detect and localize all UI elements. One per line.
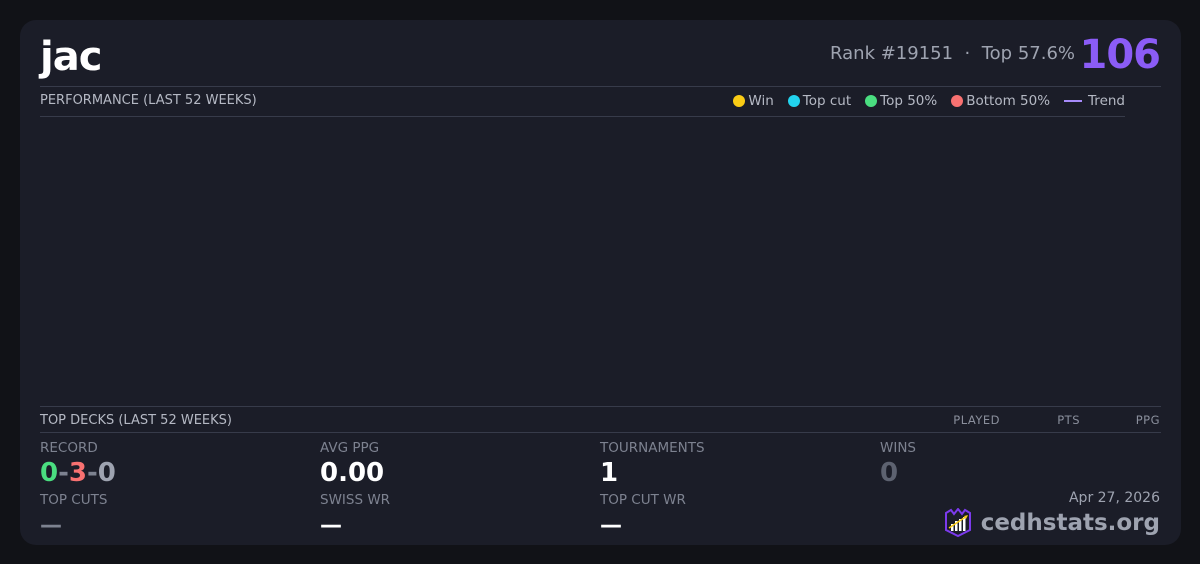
record-label: RECORD [40, 440, 98, 456]
legend-label: Trend [1088, 93, 1125, 109]
legend-label: Top cut [802, 93, 852, 109]
bottom-50-dot-icon [951, 95, 964, 107]
top-50-dot-icon [865, 95, 878, 107]
player-card: jac Rank #19151 · Top 57.6% 106 PERFORMA… [20, 20, 1181, 545]
divider [40, 116, 1125, 117]
tournaments-label: TOURNAMENTS [600, 440, 705, 456]
rank: Rank #19151 [830, 43, 954, 64]
divider [40, 86, 1161, 87]
player-name: jac [40, 34, 102, 80]
record-losses: 3 [68, 458, 87, 488]
player-score: 106 [1079, 32, 1161, 78]
top-cut-dot-icon [787, 95, 800, 107]
divider [40, 432, 1161, 433]
column-pts: PTS [1057, 413, 1080, 427]
column-ppg: PPG [1135, 413, 1160, 427]
record-draws: 0 [97, 458, 116, 488]
avg-ppg-value: 0.00 [320, 458, 385, 488]
top-cuts-value: — [40, 513, 62, 538]
wins-value: 0 [880, 458, 899, 488]
legend-win: Win [733, 93, 774, 109]
tournaments-value: 1 [600, 458, 619, 488]
legend-top-cut: Top cut [787, 93, 852, 109]
record-wins: 0 [40, 458, 59, 488]
performance-title: PERFORMANCE (LAST 52 WEEKS) [40, 93, 257, 108]
record-value: 0-3-0 [40, 458, 116, 488]
avg-ppg-label: AVG PPG [320, 440, 380, 456]
separator: · [964, 43, 971, 64]
brand: cedhstats.org [943, 508, 1160, 538]
trend-line-icon [1064, 100, 1083, 102]
column-played: PLAYED [953, 413, 1000, 427]
wins-label: WINS [880, 440, 916, 456]
legend-label: Top 50% [880, 93, 938, 109]
record-sep: - [58, 458, 69, 488]
top-percent: Top 57.6% [981, 43, 1075, 64]
cedhstats-logo-icon [944, 508, 971, 538]
top-cut-wr-value: — [600, 513, 622, 538]
legend-label: Win [748, 93, 774, 109]
legend-bottom-50: Bottom 50% [951, 93, 1050, 109]
top-cut-wr-label: TOP CUT WR [600, 492, 686, 508]
divider [40, 406, 1161, 407]
legend-top-50: Top 50% [865, 93, 937, 109]
chart-legend: Win Top cut Top 50% Bottom 50% Trend [733, 93, 1125, 109]
top-decks-title: TOP DECKS (LAST 52 WEEKS) [40, 413, 232, 428]
rank-summary: Rank #19151 · Top 57.6% [830, 43, 1075, 64]
date: Apr 27, 2026 [1068, 490, 1160, 506]
swiss-wr-label: SWISS WR [320, 492, 391, 508]
top-cuts-label: TOP CUTS [40, 492, 108, 508]
performance-chart-area [40, 117, 1125, 405]
swiss-wr-value: — [320, 513, 342, 538]
legend-trend: Trend [1064, 93, 1125, 109]
brand-name: cedhstats.org [980, 510, 1160, 536]
win-dot-icon [733, 95, 746, 107]
legend-label: Bottom 50% [966, 93, 1051, 109]
record-sep: - [86, 458, 98, 488]
